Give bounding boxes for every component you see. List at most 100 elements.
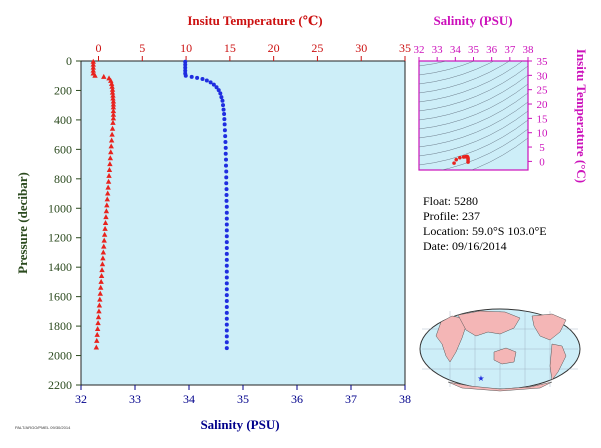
salinity-point: [223, 163, 228, 168]
sal-tick-label: 37: [345, 392, 357, 406]
ts-salinity-tick-labels: 32 33 34 35 36 37 38: [414, 44, 535, 56]
salinity-point: [183, 59, 188, 64]
pressure-tick-label: 400: [54, 113, 72, 127]
salinity-point: [189, 74, 194, 79]
temperature-point: [96, 302, 103, 308]
temperature-point: [109, 83, 115, 89]
pressure-tick-label: 2000: [48, 349, 72, 363]
salinity-point: [223, 151, 228, 156]
temperature-point: [110, 111, 117, 117]
temperature-point: [99, 261, 106, 267]
salinity-point: [200, 76, 205, 81]
salinity-point: [224, 263, 229, 268]
sal-tick-label: 36: [291, 392, 303, 406]
temp-tick-label: 5: [139, 41, 145, 55]
profile-text: Profile: 237: [423, 209, 480, 223]
temperature-point: [102, 225, 108, 231]
salinity-point: [224, 228, 229, 233]
density-contour: [419, 74, 528, 121]
salinity-point: [224, 246, 229, 251]
salinity-point: [222, 128, 227, 133]
ts-y-tick-label: 25: [537, 85, 549, 97]
salinity-point: [224, 346, 229, 351]
pressure-tick-label: 1200: [48, 231, 72, 245]
ts-y-tick-label: 30: [537, 70, 549, 82]
salinity-point: [224, 316, 229, 321]
salinity-point: [214, 85, 219, 90]
salinity-point: [224, 334, 229, 339]
temperature-point: [104, 202, 110, 208]
temperature-point: [98, 284, 104, 290]
ts-y-tick-label: 15: [537, 113, 549, 125]
temp-tick-label: 0: [96, 41, 102, 55]
temperature-point: [102, 220, 109, 225]
temp-tick-label: 35: [399, 41, 411, 55]
ts-x-tick-label: 37: [504, 44, 516, 56]
salinity-point: [224, 328, 229, 333]
salinity-point: [221, 103, 226, 108]
temperature-point: [108, 137, 115, 143]
temperature-point: [97, 290, 103, 296]
ts-point: [452, 161, 456, 165]
salinity-point: [211, 82, 216, 87]
salinity-point: [224, 187, 229, 192]
sal-tick-label: 35: [237, 392, 249, 406]
pressure-tick-label: 200: [54, 83, 72, 97]
salinity-point: [216, 88, 221, 93]
salinity-point: [195, 75, 200, 80]
temperature-point: [109, 131, 115, 137]
land-asia: [457, 310, 521, 337]
sal-tick-label: 32: [75, 392, 87, 406]
density-contour: [419, 83, 528, 130]
density-contour: [419, 61, 475, 76]
salinity-point: [223, 145, 228, 150]
salinity-point: [224, 204, 229, 209]
temperature-point: [103, 208, 110, 214]
salinity-point: [220, 98, 225, 103]
temperature-point: [90, 58, 96, 64]
float-location-marker: ★: [477, 374, 484, 383]
ts-y-tick-label: 10: [537, 128, 549, 140]
temperature-point: [100, 249, 107, 255]
ts-axis-ticks: [418, 57, 532, 162]
ts-temperature-axis-title: Insitu Temperature (°C): [574, 49, 589, 183]
salinity-point: [183, 73, 188, 78]
location-text: Location: 59.0°S 103.0°E: [423, 224, 547, 238]
temperature-point: [108, 143, 114, 149]
salinity-point: [204, 78, 209, 83]
temperature-point: [110, 108, 117, 114]
salinity-point: [224, 193, 229, 198]
salinity-point: [183, 62, 188, 67]
temperature-point: [96, 308, 102, 314]
ts-point: [466, 160, 470, 164]
salinity-point: [224, 175, 229, 180]
salinity-point: [224, 257, 229, 262]
density-contour: [419, 110, 528, 157]
temperature-point: [110, 98, 117, 104]
density-contour: [441, 128, 528, 170]
salinity-point: [219, 95, 224, 100]
salinity-tick-labels: 32 33 34 35 36 37 38: [75, 392, 411, 406]
salinity-point: [224, 281, 229, 286]
temperature-point: [98, 273, 105, 279]
temperature-point: [109, 86, 116, 92]
temperature-point: [94, 331, 100, 337]
temperature-series: [90, 58, 117, 350]
salinity-point: [183, 68, 188, 73]
salinity-point: [224, 222, 229, 227]
temperature-point: [95, 320, 101, 326]
temperature-point: [90, 61, 96, 67]
salinity-point: [224, 234, 229, 239]
temperature-point: [107, 155, 114, 161]
density-contour: [419, 92, 528, 139]
ts-point: [454, 157, 459, 162]
ts-x-tick-label: 34: [450, 44, 462, 56]
temp-tick-label: 25: [311, 41, 323, 55]
temperature-point: [108, 80, 115, 86]
temperature-point: [106, 172, 112, 178]
salinity-point: [224, 181, 229, 186]
temperature-point: [105, 184, 111, 190]
ts-series: [452, 154, 470, 165]
land-antarctica: [447, 381, 553, 392]
salinity-point: [224, 310, 229, 315]
